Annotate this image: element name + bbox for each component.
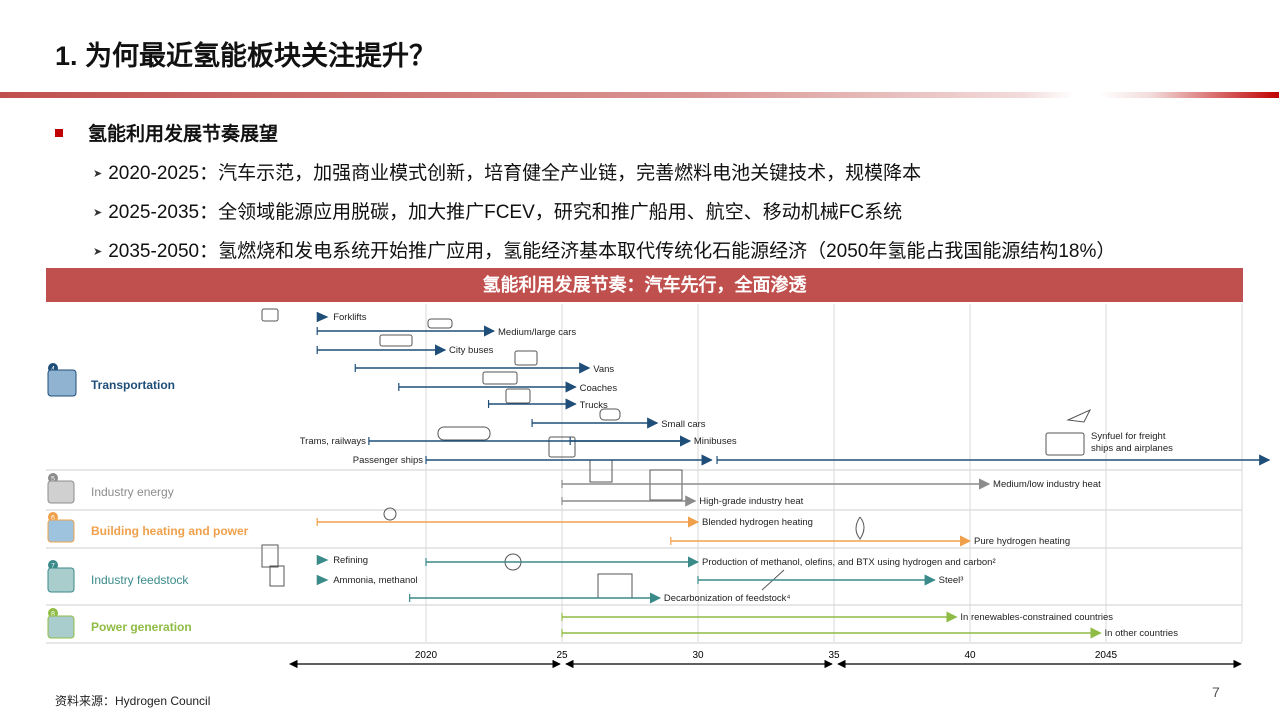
arrow-bullet-icon: ➤ xyxy=(93,246,103,259)
timeline-chart: 4 Transportation 5 Industry energy 6 Bui… xyxy=(46,304,1271,669)
axis-tick-label: 2020 xyxy=(415,650,438,661)
grid-lines xyxy=(425,304,1243,642)
forklift-icon xyxy=(261,308,279,322)
timeline-start-flag xyxy=(316,555,329,565)
page-title: 1. 为何最近氢能板块关注提升？ xyxy=(55,41,437,71)
timeline-start-flag xyxy=(316,575,329,585)
segment-separators xyxy=(46,469,1242,644)
timeline-item-label: Passenger ships xyxy=(353,455,423,466)
flame-icon xyxy=(855,516,865,540)
timeline-item-label: City buses xyxy=(449,345,494,356)
segment-label-transportation: Transportation xyxy=(91,378,175,392)
arrow-bullet-icon: ➤ xyxy=(93,207,103,220)
power-icon: 8 xyxy=(47,608,75,639)
source-note: 资料来源：Hydrogen Council xyxy=(55,694,211,708)
timeline-item-label: Trucks xyxy=(580,400,608,411)
ship-icon xyxy=(548,436,576,458)
section-heading-text: 氢能利用发展节奏展望 xyxy=(88,124,279,145)
timeline-item-label: Decarbonization of feedstock⁴ xyxy=(664,593,791,604)
segment-number: 7 xyxy=(51,563,55,570)
bullet-text: 2020-2025：汽车示范，加强商业模式创新，培育健全产业链，完善燃料电池关键… xyxy=(108,163,922,184)
segment-number: 8 xyxy=(51,611,55,618)
small-car-icon xyxy=(599,408,621,421)
segment-label-feedstock: Industry feedstock xyxy=(91,573,189,587)
bullet-item: ➤ 2035-2050：氢燃烧和发电系统开始推广应用，氢能经济基本取代传统化石能源… xyxy=(93,236,1115,263)
axis-tick-label: 25 xyxy=(556,650,568,661)
timeline-item-label: In other countries xyxy=(1105,628,1179,639)
timeline-item-label: Vans xyxy=(593,364,614,375)
timeline-item-label: In renewables-constrained countries xyxy=(960,612,1113,623)
timeline-item-label: High-grade industry heat xyxy=(699,496,803,507)
heating-icon xyxy=(383,507,397,521)
plant-icon: 7 xyxy=(47,560,75,593)
timeline-item-label: Medium/low industry heat xyxy=(993,479,1101,490)
arrow-bullet-icon: ➤ xyxy=(93,168,103,181)
bullet-text: 2025-2035：全领域能源应用脱碳，加大推广FCEV，研究和推广船用、航空、… xyxy=(108,202,903,223)
segment-label-building: Building heating and power xyxy=(91,524,249,538)
axis-tick-label: 40 xyxy=(964,650,976,661)
title-underline xyxy=(0,92,1279,98)
timeline-item-label: Trams, railways xyxy=(300,436,366,447)
tank-icon xyxy=(589,459,613,483)
axis-tick-label: 35 xyxy=(828,650,840,661)
bullet-text: 2035-2050：氢燃烧和发电系统开始推广应用，氢能经济基本取代传统化石能源经… xyxy=(108,241,1116,262)
segment-number: 5 xyxy=(51,476,55,483)
bus-icon xyxy=(379,334,413,347)
timeline-start-flag xyxy=(316,312,329,322)
factory-icon: 5 xyxy=(47,473,75,504)
transport-icon: 4 xyxy=(47,363,77,397)
axis-tick-label: 2045 xyxy=(1095,650,1118,661)
page-number: 7 xyxy=(1212,684,1220,700)
timeline-item-label: Small cars xyxy=(661,419,706,430)
timeline-item-label: Forklifts xyxy=(333,312,367,323)
cargo-ship-icon xyxy=(1045,432,1085,456)
timeline-item-label: Coaches xyxy=(580,383,618,394)
decorative-icons xyxy=(261,308,1092,599)
bullet-square-icon xyxy=(55,128,63,137)
segment-label-power: Power generation xyxy=(91,620,192,634)
timeline-item-label: Synfuel for freight ships and airplanes xyxy=(1091,431,1173,454)
building-icon: 6 xyxy=(47,512,75,543)
timeline-item-label: Blended hydrogen heating xyxy=(702,517,813,528)
airplane-icon xyxy=(1066,408,1092,423)
bullet-item: ➤ 2020-2025：汽车示范，加强商业模式创新，培育健全产业链，完善燃料电池关… xyxy=(93,158,921,185)
section-heading: 氢能利用发展节奏展望 xyxy=(55,119,278,146)
segment-number: 6 xyxy=(51,515,55,522)
tram-icon xyxy=(437,426,491,441)
axis-tick-label: 30 xyxy=(692,650,704,661)
time-axis: 2020 25 30 35 40 2045 xyxy=(289,650,1242,669)
industry-plant-icon xyxy=(649,469,683,501)
timeline-item-label: Pure hydrogen heating xyxy=(974,536,1070,547)
car-icon xyxy=(427,318,453,329)
timeline-item-label: Medium/large cars xyxy=(498,327,576,338)
segment-labels: 4 Transportation 5 Industry energy 6 Bui… xyxy=(47,363,249,639)
timeline-item-label: Ammonia, methanol xyxy=(333,575,417,586)
coach-icon xyxy=(482,371,518,385)
van-icon xyxy=(514,350,538,366)
bullet-item: ➤ 2025-2035：全领域能源应用脱碳，加大推广FCEV，研究和推广船用、航空… xyxy=(93,197,902,224)
segment-label-industry-energy: Industry energy xyxy=(91,485,174,499)
timeline-item-label: Steel³ xyxy=(939,575,964,586)
timeline-item-label: Minibuses xyxy=(694,436,737,447)
truck-icon xyxy=(505,388,531,404)
timeline-item-label: Refining xyxy=(333,555,368,566)
flask-icon xyxy=(269,565,285,587)
timeline-arrows: Forklifts Medium/large cars City buses Vans… xyxy=(300,312,1271,639)
chart-banner: 氢能利用发展节奏：汽车先行，全面渗透 xyxy=(46,268,1243,302)
chemical-plant-icon xyxy=(597,573,633,599)
timeline-item-label: Production of methanol, olefins, and BTX… xyxy=(702,557,996,568)
